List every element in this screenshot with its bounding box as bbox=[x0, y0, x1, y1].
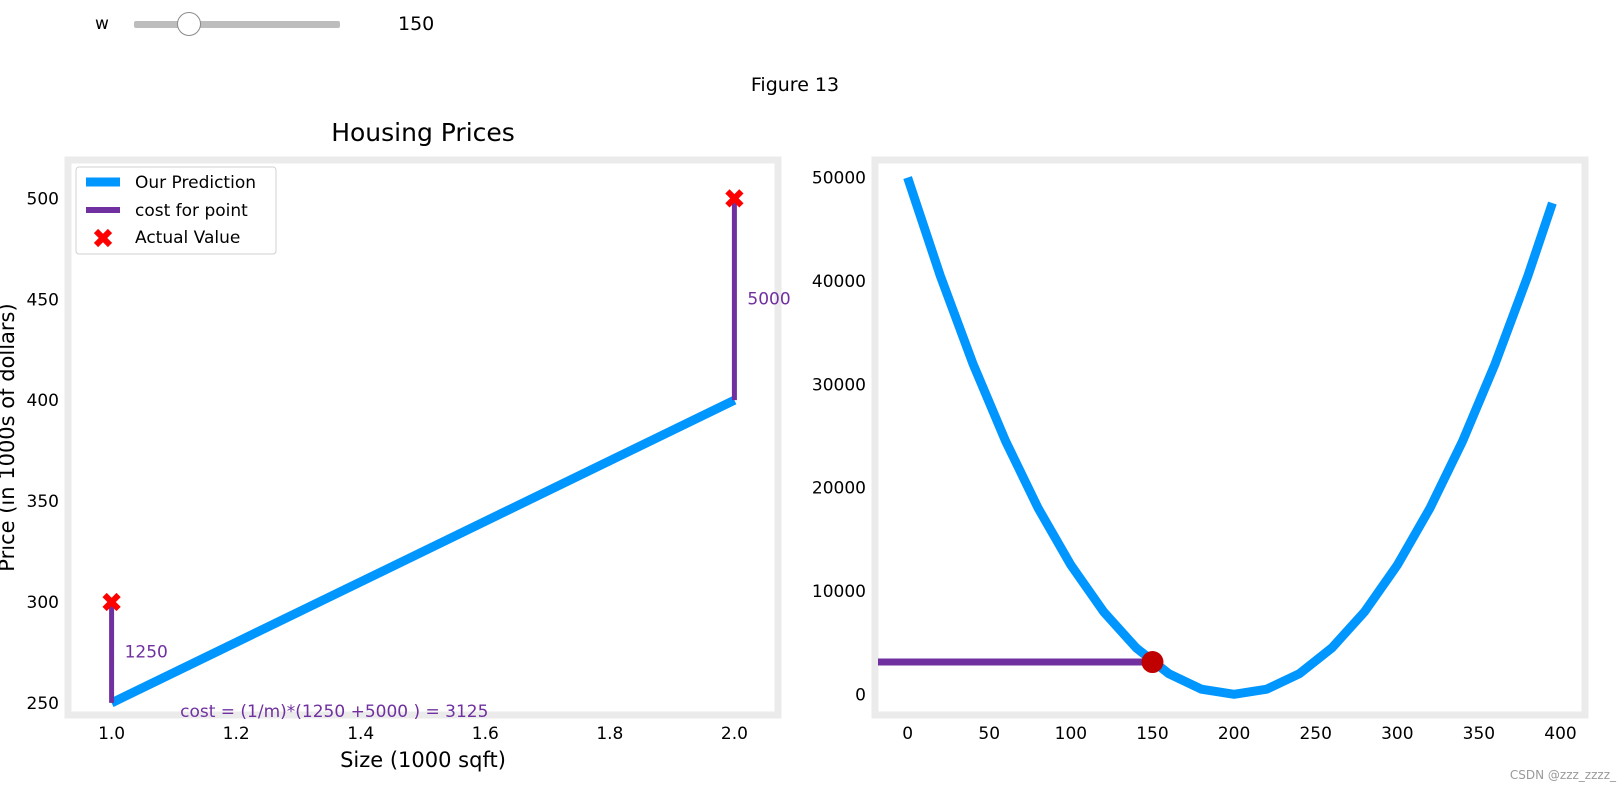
left-x-tick-label: 2.0 bbox=[721, 724, 748, 744]
prediction-line bbox=[109, 396, 737, 707]
left-x-tick-label: 1.0 bbox=[98, 724, 125, 744]
right-x-tick-label: 0 bbox=[902, 724, 913, 744]
right-y-tick-label: 0 bbox=[855, 685, 866, 705]
left-y-tick-label: 400 bbox=[27, 391, 59, 411]
left-y-tick-label: 250 bbox=[27, 694, 59, 714]
actual-value-marker bbox=[102, 592, 121, 612]
left-plot-frame bbox=[64, 156, 782, 719]
legend-swatch-actual bbox=[93, 228, 113, 248]
right-y-tick-label: 50000 bbox=[812, 169, 866, 189]
cost-annotation: cost = (1/m)*(1250 +5000 ) = 3125 bbox=[180, 702, 488, 722]
slider-handle[interactable] bbox=[177, 12, 202, 36]
left-x-axis-label: Size (1000 sqft) bbox=[340, 748, 506, 772]
right-y-tick-label: 30000 bbox=[812, 375, 866, 395]
right-x-tick-label: 300 bbox=[1381, 724, 1413, 744]
left-y-axis-label: Price (in 1000s of dollars) bbox=[0, 303, 19, 571]
left-x-tick-label: 1.2 bbox=[223, 724, 250, 744]
marker-stroke bbox=[102, 592, 121, 612]
left-chart-title: Housing Prices bbox=[331, 118, 515, 147]
cost-curve bbox=[903, 176, 1557, 699]
left-x-tick-label: 1.8 bbox=[596, 724, 623, 744]
slider-track[interactable] bbox=[134, 21, 340, 28]
legend-box bbox=[75, 166, 277, 255]
right-x-tick-label: 200 bbox=[1218, 724, 1250, 744]
slider-label: w bbox=[95, 14, 109, 34]
left-y-tick-label: 300 bbox=[27, 593, 59, 613]
right-y-tick-label: 20000 bbox=[812, 479, 866, 499]
right-x-tick-label: 400 bbox=[1544, 724, 1576, 744]
marker-stroke bbox=[725, 189, 744, 208]
right-x-tick-label: 150 bbox=[1136, 724, 1168, 744]
right-x-tick-label: 100 bbox=[1055, 724, 1087, 744]
marker-stroke bbox=[93, 228, 113, 248]
cost-segment-label: 1250 bbox=[125, 642, 168, 662]
right-x-tick-label: 250 bbox=[1299, 724, 1331, 744]
legend-label-cost: cost for point bbox=[135, 201, 248, 221]
figure-title: Figure 13 bbox=[750, 74, 840, 96]
watermark: CSDN @zzz_zzzz_ bbox=[1509, 768, 1616, 782]
right-y-tick-label: 10000 bbox=[812, 582, 866, 602]
legend-label-prediction: Our Prediction bbox=[135, 173, 256, 193]
current-cost-point bbox=[1141, 651, 1164, 674]
left-y-tick-label: 450 bbox=[27, 290, 59, 310]
w-slider-widget: w 150 bbox=[0, 0, 600, 50]
right-plot-frame bbox=[871, 156, 1589, 719]
left-x-tick-label: 1.4 bbox=[347, 724, 374, 744]
left-y-tick-label: 500 bbox=[27, 189, 59, 209]
slider-value: 150 bbox=[398, 13, 435, 35]
right-x-tick-label: 350 bbox=[1463, 724, 1495, 744]
left-legend: Our Prediction cost for point Actual Value bbox=[75, 166, 277, 255]
right-y-tick-label: 40000 bbox=[812, 272, 866, 292]
cost-segment-label: 5000 bbox=[747, 289, 790, 309]
legend-label-actual: Actual Value bbox=[135, 228, 240, 248]
left-x-tick-label: 1.6 bbox=[472, 724, 499, 744]
actual-value-marker bbox=[725, 189, 744, 208]
left-y-tick-label: 350 bbox=[27, 492, 59, 512]
right-x-tick-label: 50 bbox=[978, 724, 1000, 744]
